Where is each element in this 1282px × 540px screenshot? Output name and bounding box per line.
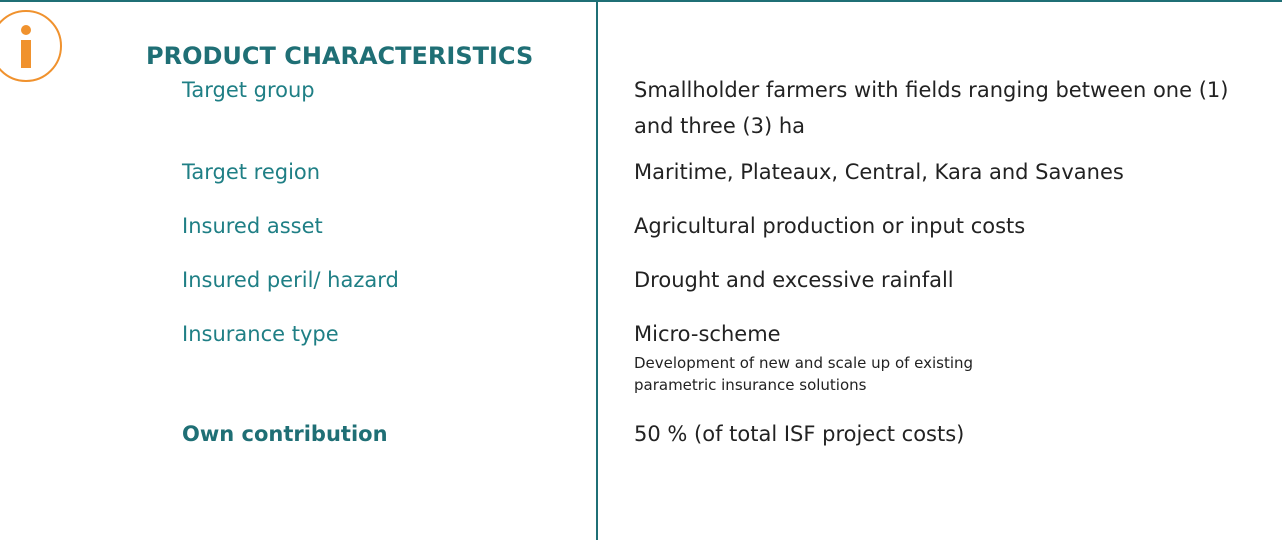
- value-text: Agricultural production or input costs: [634, 214, 1026, 238]
- row-value: 50 % (of total ISF project costs): [634, 416, 1254, 452]
- row-label: Target region: [182, 160, 321, 184]
- row-value: Drought and excessive rainfall: [634, 262, 1254, 298]
- value-text: Micro-scheme: [634, 322, 781, 346]
- value-note: Development of new and scale up of exist…: [634, 354, 974, 394]
- row-label: Insured asset: [182, 214, 323, 238]
- value-text: Drought and excessive rainfall: [634, 268, 954, 292]
- row-label: Insured peril/ hazard: [182, 268, 399, 292]
- value-text: 50 % (of total ISF project costs): [634, 422, 965, 446]
- column-divider: [596, 0, 598, 540]
- row-value: Micro-scheme Development of new and scale…: [634, 316, 1254, 396]
- section-title: PRODUCT CHARACTERISTICS: [146, 42, 534, 70]
- row-value: Agricultural production or input costs: [634, 208, 1254, 244]
- row-value: Smallholder farmers with fields ranging …: [634, 72, 1254, 144]
- row-label: Target group: [182, 78, 315, 102]
- top-rule: [0, 0, 1282, 2]
- row-value: Maritime, Plateaux, Central, Kara and Sa…: [634, 154, 1254, 190]
- value-text: Maritime, Plateaux, Central, Kara and Sa…: [634, 160, 1124, 184]
- info-icon: [0, 10, 62, 82]
- row-label: Insurance type: [182, 322, 339, 346]
- row-label: Own contribution: [182, 422, 388, 446]
- value-text: Smallholder farmers with fields ranging …: [634, 78, 1229, 138]
